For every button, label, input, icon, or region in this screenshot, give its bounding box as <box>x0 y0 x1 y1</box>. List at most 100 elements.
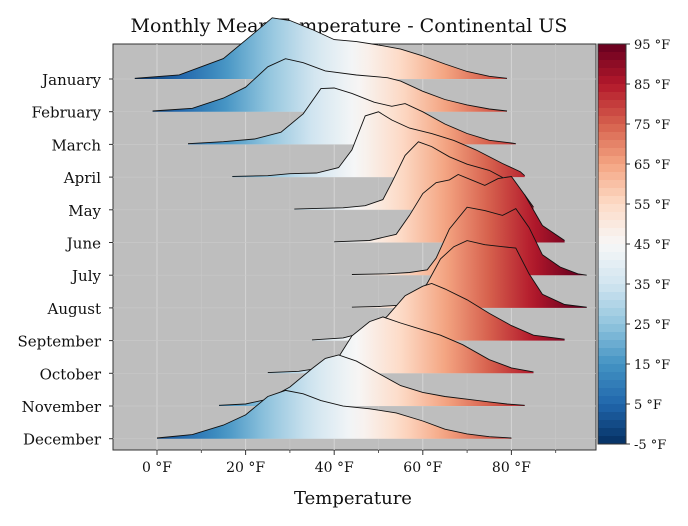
month-label: May <box>68 202 101 220</box>
colorbar-band <box>598 76 626 85</box>
ridge-outline <box>152 58 508 112</box>
month-label: November <box>22 398 102 416</box>
colorbar-band <box>598 300 626 309</box>
colorbar-band <box>598 44 626 53</box>
ridge-layer <box>134 17 587 439</box>
month-label: December <box>23 431 102 449</box>
colorbar-band <box>598 164 626 173</box>
x-tick-label: 60 °F <box>403 460 442 476</box>
colorbar-band <box>598 228 626 237</box>
ridge-outline <box>187 87 516 145</box>
colorbar-band <box>598 284 626 293</box>
month-label: March <box>51 136 101 154</box>
colorbar-band <box>598 380 626 389</box>
month-label: October <box>40 365 102 383</box>
colorbar-tick-label: -5 °F <box>634 438 666 453</box>
colorbar-band <box>598 428 626 437</box>
colorbar-tick-label: 25 °F <box>634 318 670 333</box>
ridge-fill <box>267 316 534 374</box>
colorbar-band <box>598 244 626 253</box>
colorbar-band <box>598 108 626 117</box>
chart-title: Monthly Mean Temperature - Continental U… <box>131 15 568 37</box>
colorbar-band <box>598 52 626 61</box>
x-axis-ticks: 0 °F 20 °F 40 °F 60 °F 80 °F <box>142 450 557 476</box>
colorbar-tick-label: 95 °F <box>634 38 670 53</box>
colorbar-band <box>598 116 626 125</box>
colorbar-tick-label: 75 °F <box>634 118 670 133</box>
colorbar-band <box>598 60 626 69</box>
ridge-fill <box>157 390 512 439</box>
colorbar-band <box>598 204 626 213</box>
month-label: January <box>40 71 101 89</box>
colorbar-tick-label: 5 °F <box>634 398 662 413</box>
colorbar-band <box>598 92 626 101</box>
colorbar-band <box>598 436 626 445</box>
colorbar-tick-label: 65 °F <box>634 158 670 173</box>
colorbar-band <box>598 68 626 77</box>
colorbar-band <box>598 180 626 189</box>
colorbar-band <box>598 412 626 421</box>
colorbar-band <box>598 308 626 317</box>
colorbar-band <box>598 268 626 277</box>
colorbar-band <box>598 396 626 405</box>
colorbar-band <box>598 84 626 93</box>
colorbar-band <box>598 100 626 109</box>
month-label: July <box>70 267 101 285</box>
ridge-january <box>134 17 508 79</box>
colorbar-band <box>598 252 626 261</box>
ridge-outline <box>156 389 512 439</box>
colorbar-band <box>598 332 626 341</box>
colorbar-tick-label: 45 °F <box>634 238 670 253</box>
x-axis-title: Temperature <box>294 488 412 509</box>
ridge-outline <box>294 141 534 210</box>
colorbar-band <box>598 324 626 333</box>
colorbar-band <box>598 372 626 381</box>
month-label: September <box>17 333 101 351</box>
x-tick-label: 40 °F <box>315 460 354 476</box>
ridge-february <box>152 58 508 112</box>
colorbar-band <box>598 348 626 357</box>
ridge-fill <box>134 17 508 79</box>
x-tick-label: 20 °F <box>226 460 265 476</box>
ridge-fill <box>152 58 507 112</box>
colorbar-band <box>598 404 626 413</box>
colorbar-band <box>598 316 626 325</box>
colorbar-band <box>598 364 626 373</box>
colorbar-band <box>598 140 626 149</box>
x-tick-label: 0 °F <box>142 460 172 476</box>
colorbar-band <box>598 156 626 165</box>
month-labels: January February March April May June July Augu… <box>17 71 113 449</box>
colorbar-band <box>598 420 626 429</box>
colorbar-band <box>598 220 626 229</box>
ridge-fill <box>188 88 516 145</box>
colorbar-band <box>598 356 626 365</box>
colorbar-tick-label: 35 °F <box>634 278 670 293</box>
ridge-fill <box>351 240 587 308</box>
colorbar-band <box>598 196 626 205</box>
x-tick-label: 80 °F <box>492 460 531 476</box>
colorbar-band <box>598 276 626 285</box>
ridge-outline <box>232 111 526 177</box>
colorbar-band <box>598 236 626 245</box>
colorbar-tick-label: 85 °F <box>634 78 670 93</box>
month-label: February <box>32 104 102 122</box>
colorbar-band <box>598 132 626 141</box>
month-label: April <box>63 169 101 187</box>
colorbar: 95 °F 85 °F 75 °F 65 °F 55 °F 45 °F 35 °F 25 °F… <box>597 38 670 453</box>
ridge-outline <box>351 206 587 276</box>
colorbar-band <box>598 340 626 349</box>
colorbar-band <box>598 148 626 157</box>
colorbar-band <box>598 172 626 181</box>
ridge-outline <box>134 17 508 79</box>
colorbar-band <box>598 388 626 397</box>
colorbar-tick-label: 55 °F <box>634 198 670 213</box>
colorbar-band <box>598 124 626 133</box>
ridge-outline <box>334 173 565 243</box>
colorbar-band <box>598 292 626 301</box>
ridge-fill <box>312 283 565 341</box>
month-label: August <box>47 300 101 318</box>
colorbar-tick-label: 15 °F <box>634 358 670 373</box>
colorbar-band <box>598 212 626 221</box>
ridge-december <box>156 389 512 439</box>
